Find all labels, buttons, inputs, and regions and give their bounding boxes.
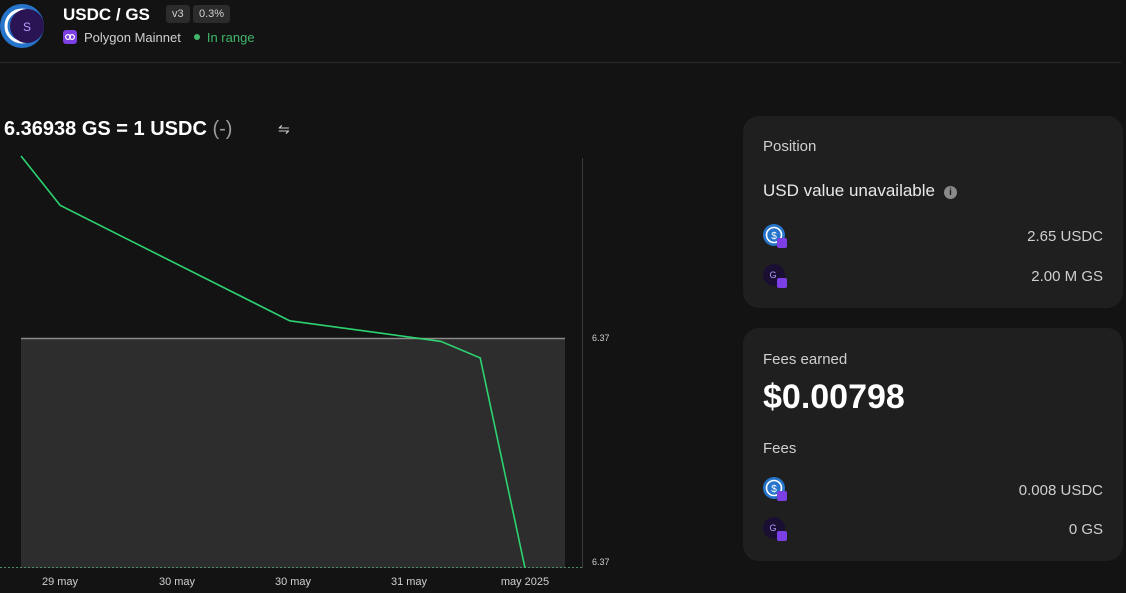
price-change: (-) — [212, 118, 233, 140]
position-card: Position USD value unavailable i $ 2.65 U… — [743, 116, 1123, 308]
pair-title: USDC / GS — [63, 5, 150, 24]
usdc-token-icon: $ — [763, 224, 787, 248]
gs-token-icon: G — [763, 517, 787, 541]
x-tick-label: 30 may — [159, 576, 196, 588]
price-rate: 6.36938 GS = 1 USDC (-) — [4, 118, 232, 141]
price-series-line — [20, 155, 526, 569]
gs-token-letter: G — [769, 270, 776, 280]
fees-earned-title: Fees earned — [763, 351, 848, 368]
price-chart[interactable]: 6.37 6.37 29 may 30 may 30 may 31 may ma… — [0, 150, 620, 593]
fees-gs-amount: 0 GS — [1068, 521, 1103, 538]
gs-token-icon: G — [763, 264, 787, 288]
in-range-dot-icon — [193, 34, 200, 40]
header-divider — [0, 62, 1121, 63]
fees-earned-value: $0.00798 — [763, 378, 905, 416]
x-tick-label: may 2025 — [501, 576, 549, 588]
range-status: In range — [206, 29, 255, 45]
fees-card: Fees earned $0.00798 Fees $ 0.008 USDC G… — [743, 328, 1123, 561]
range-band — [21, 339, 565, 568]
swap-arrows-icon[interactable]: ⇋ — [278, 121, 290, 137]
y-tick-label: 6.37 — [592, 333, 610, 343]
pair-logo: S — [0, 4, 47, 48]
fee-tier-badge: 0.3% — [193, 5, 231, 23]
gs-token-letter: G — [769, 523, 776, 533]
position-usdc-amount: 2.65 USDC — [1027, 228, 1103, 245]
logo-letter: S — [23, 20, 31, 34]
x-tick-label: 29 may — [42, 576, 79, 588]
info-icon[interactable]: i — [944, 186, 957, 199]
x-tick-label: 31 may — [391, 576, 428, 588]
fees-usdc-amount: 0.008 USDC — [1018, 482, 1103, 499]
position-gs-amount: 2.00 M GS — [1031, 268, 1103, 285]
y-tick-label: 6.37 — [592, 557, 610, 567]
x-tick-label: 30 may — [275, 576, 312, 588]
svg-text:$: $ — [771, 231, 777, 242]
polygon-icon — [63, 30, 77, 44]
position-title: Position — [763, 138, 817, 155]
version-badge: v3 — [166, 5, 190, 23]
network-status-row: Polygon Mainnet In range — [63, 29, 255, 45]
svg-text:$: $ — [771, 484, 777, 495]
usd-unavailable-row: USD value unavailable i — [763, 181, 957, 201]
price-rate-text: 6.36938 GS = 1 USDC — [4, 118, 207, 140]
fees-subtitle: Fees — [763, 440, 797, 457]
usd-unavailable-text: USD value unavailable — [763, 181, 935, 200]
usdc-token-icon: $ — [763, 477, 787, 501]
network-name: Polygon Mainnet — [84, 29, 181, 45]
